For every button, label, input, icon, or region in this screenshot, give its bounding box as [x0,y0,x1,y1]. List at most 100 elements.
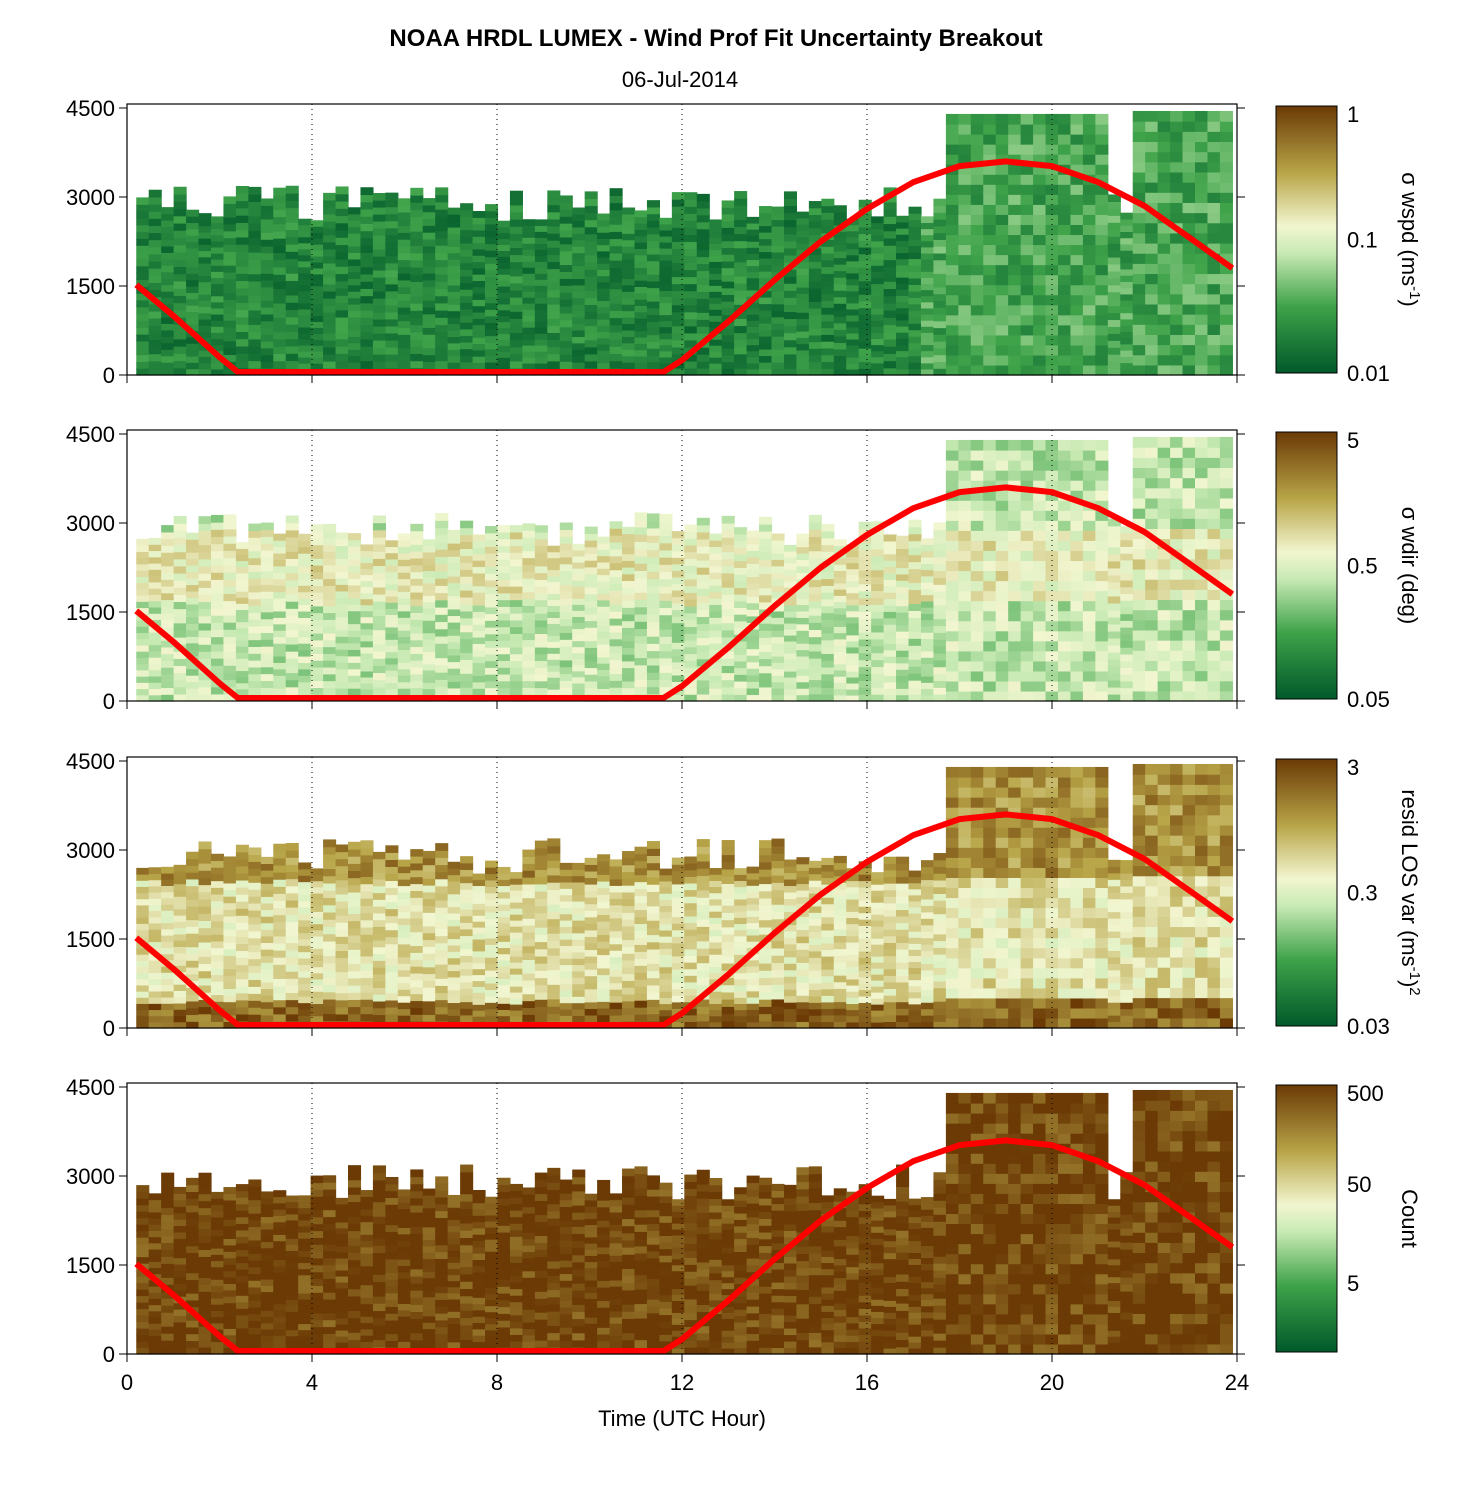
heatmap-cell [285,594,299,602]
heatmap-cell [808,207,822,216]
heatmap-cell [235,591,249,598]
heatmap-cell [460,596,474,605]
heatmap-cell [634,512,648,521]
heatmap-cell [709,643,723,651]
heatmap-cell [1207,640,1221,651]
heatmap-cell [1120,647,1134,655]
heatmap-cell [783,616,798,624]
heatmap-cell [1132,568,1146,580]
heatmap-cell [945,449,959,461]
heatmap-cell [1170,599,1184,611]
heatmap-cell [771,610,785,618]
heatmap-cell [1095,144,1109,155]
heatmap-cell [235,345,249,354]
heatmap-cell [1033,314,1047,326]
heatmap-cell [634,613,648,622]
heatmap-cells [136,763,1233,1029]
heatmap-cell [833,545,847,553]
heatmap-cell [1207,518,1221,529]
heatmap-cell [622,674,636,682]
heatmap-cell [497,256,511,263]
heatmap-cell [360,670,374,678]
heatmap-cell [435,664,449,673]
heatmap-cell [808,643,822,652]
heatmap-cell [447,648,461,656]
heatmap-cell [198,256,212,264]
heatmap-cell [659,254,673,261]
heatmap-cell [248,673,262,682]
heatmap-cell [771,213,785,221]
heatmap-cell [210,994,225,1002]
heatmap-cell [622,329,636,337]
heatmap-cell [945,354,959,366]
heatmap-cell [995,364,1009,376]
heatmap-cell [1082,600,1096,612]
heatmap-cell [460,527,474,536]
heatmap-cell [883,681,897,689]
heatmap-cell [460,315,474,323]
heatmap-cell [858,652,872,661]
heatmap-cell [1182,477,1196,489]
heatmap-cell [933,591,947,599]
heatmap-cell [186,362,200,370]
heatmap-cell [1070,134,1084,145]
heatmap-cell [148,196,162,205]
heatmap-cell [372,192,386,201]
heatmap-cell [597,300,611,308]
heatmap-cell [335,251,349,260]
heatmap-cell [634,621,648,630]
heatmap-cell [846,688,860,696]
heatmap-cell [534,351,548,358]
heatmap-cell [522,321,536,328]
heatmap-cell [460,361,474,369]
heatmap-cell [833,283,847,291]
heatmap-cell [198,679,212,688]
heatmap-cell [372,346,386,355]
heatmap-cell [796,540,810,548]
heatmap-cell [397,649,411,657]
heatmap-cell [161,336,175,344]
heatmap-cell [572,291,586,299]
heatmap-cell [883,553,897,561]
heatmap-cell [1107,263,1121,272]
heatmap-cell [248,266,262,275]
heatmap-cell [920,669,935,677]
heatmap-cell [796,617,810,625]
heatmap-cell [435,512,449,521]
heatmap-cell [721,247,735,255]
heatmap-cell [1170,518,1184,529]
heatmap-cell [1082,324,1096,336]
heatmap-cell [796,533,810,541]
heatmap-cell [659,308,673,316]
heatmap-cell [734,560,748,568]
heatmap-cell [435,237,449,246]
heatmap-cell [198,580,212,588]
heatmap-cell [148,550,162,558]
heatmap-cell [223,265,237,273]
heatmap-cell [958,620,972,632]
heatmap-cell [1070,254,1084,266]
heatmap-cell [509,219,523,227]
heatmap-cell [908,561,922,570]
heatmap-cell [509,332,523,341]
heatmap-cell [958,550,972,562]
heatmap-cell [1045,660,1059,672]
heatmap-cell [759,368,773,376]
heatmap-cell [609,295,623,304]
heatmap-cell [1070,660,1084,672]
heatmap-cell [696,658,710,667]
heatmap-cell [1145,293,1159,305]
heatmap-cell [235,597,249,604]
heatmap-cell [821,239,835,247]
heatmap-cell [422,657,436,665]
heatmap-cell [410,339,424,347]
heatmap-cell [210,967,225,975]
heatmap-cell [1157,354,1171,366]
heatmap-cell [958,184,972,195]
heatmap-cell [1182,161,1196,173]
heatmap-cell [248,889,262,897]
heatmap-cell [1008,630,1022,642]
heatmap-cell [198,318,212,326]
heatmap-cell [1207,263,1221,275]
heatmap-cell [1170,263,1184,275]
